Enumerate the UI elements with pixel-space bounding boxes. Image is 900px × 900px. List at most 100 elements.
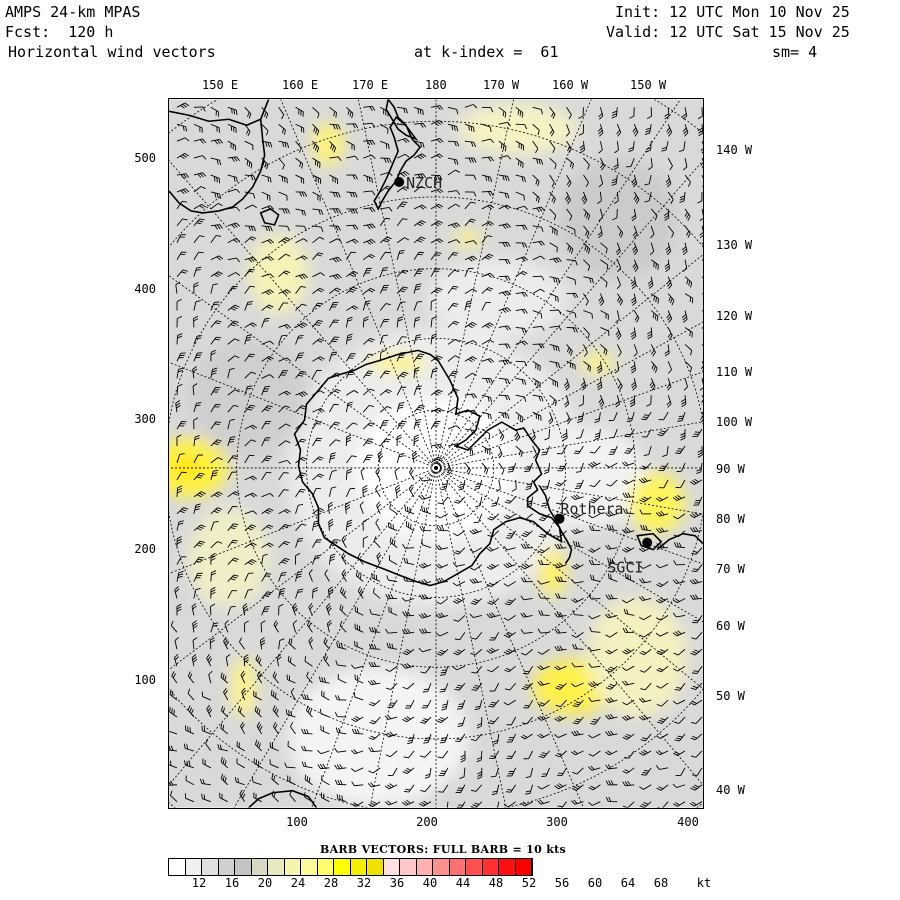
wind-barb [362,536,369,548]
wind-barb [583,327,590,339]
wind-barb [604,697,618,703]
wind-barb [664,208,670,221]
wind-barb [555,699,567,708]
colorbar-swatch [218,859,235,875]
wind-barb [323,654,330,667]
lon-label-right: 60 W [716,619,745,633]
wind-barb [684,327,693,338]
wind-barb [362,316,369,328]
wind-barb [549,343,560,352]
wind-barb [312,302,323,311]
wind-barb [175,400,181,413]
colorbar-swatch [202,859,219,875]
wind-barb [622,479,635,485]
wind-barb [606,682,618,690]
wind-barb [278,334,287,345]
wind-barb [430,407,444,414]
wind-barb [537,628,550,634]
australia-coastline [169,99,270,214]
wind-barb [328,469,337,481]
wind-barb [438,767,449,777]
wind-barb [368,643,381,650]
wind-barb [345,353,356,362]
wind-barb [641,428,652,438]
wind-barb [532,255,545,261]
wind-barb [413,204,427,210]
wind-barb [497,445,503,459]
wind-barb [295,106,304,117]
wind-barb [187,705,195,718]
wind-barb [555,593,567,599]
wind-barb [385,628,398,634]
wind-barb [612,208,618,221]
wind-barb [261,605,270,616]
wind-barb [210,507,223,515]
wind-barb [503,631,516,638]
wind-barb [312,369,322,379]
wind-barb [464,356,477,363]
wind-barb [599,157,605,171]
wind-barb [488,716,500,725]
wind-barb [351,716,364,722]
wind-barb [369,609,381,616]
wind-barb [549,257,562,264]
wind-barb [481,204,495,210]
wind-barb [604,613,618,619]
wind-barb [615,242,621,256]
wind-barb [598,208,604,222]
wind-barb [210,224,223,230]
wind-barb [193,300,201,311]
wind-barb [680,429,686,441]
wind-barb [176,485,183,497]
wind-barb [481,358,495,364]
wind-barb [665,242,672,256]
wind-barb [464,201,476,210]
wind-barb [278,289,291,296]
wind-barb [666,124,673,137]
wind-barb [329,256,342,263]
wind-barb [439,666,449,676]
wind-barb [379,217,391,227]
wind-barb [566,310,577,319]
wind-barb [295,225,307,232]
wind-barb [292,619,298,633]
wind-barb [632,225,638,239]
wind-barb [437,496,449,505]
wind-barb [217,744,228,752]
wind-barb [278,174,288,184]
wind-barb [575,428,584,439]
wind-barb [578,395,584,407]
wind-barb [491,496,500,507]
wind-barb [447,239,461,244]
wind-barb [614,395,621,408]
wind-barb [464,462,471,475]
wind-barb [511,479,517,492]
wind-barb [304,774,313,786]
wind-barb [684,361,693,373]
wind-barb [650,293,660,304]
wind-barb [363,154,376,159]
wind-barb [227,389,240,396]
wind-barb [588,663,601,668]
wind-barb [605,730,618,736]
wind-barb [520,563,533,570]
wind-barb [328,351,337,362]
wind-barb [354,623,364,633]
wind-barb [452,530,466,537]
wind-barb [506,733,517,743]
wind-barb [701,174,703,188]
wind-barb [464,288,478,294]
wind-barb [588,547,601,553]
wind-barb [210,553,216,565]
wind-barb [419,526,432,532]
wind-barb [336,793,347,803]
wind-barb [541,445,550,456]
wind-barb [474,699,483,711]
colorbar-swatch [515,859,532,875]
wind-barb [312,157,321,168]
wind-barb [368,767,381,774]
wind-barb [176,434,182,447]
wind-barb [629,395,636,408]
wind-barb [525,767,534,779]
wind-barb [328,452,336,464]
